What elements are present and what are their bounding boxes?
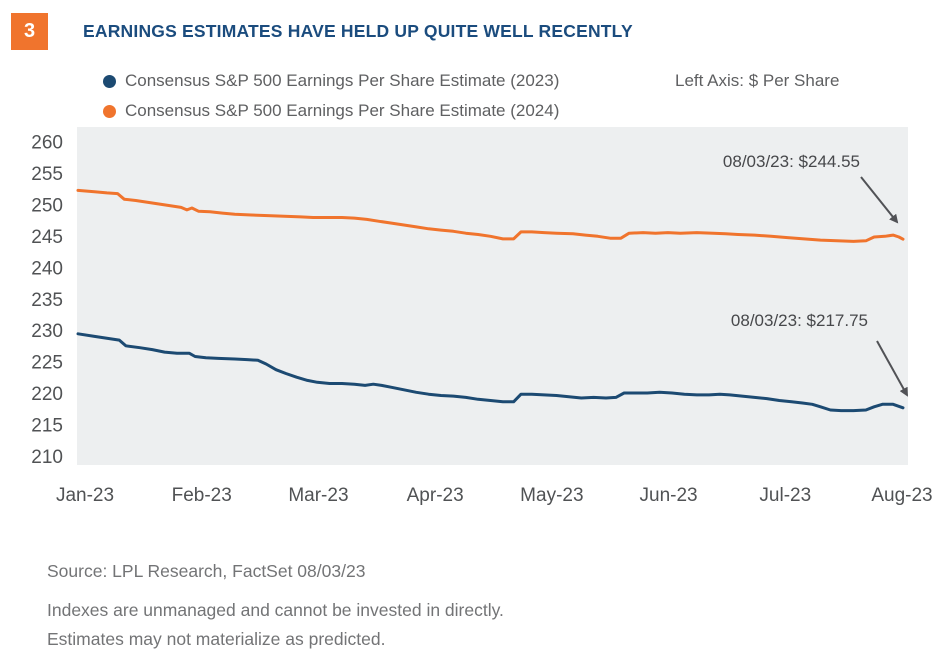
y-axis-tick-label: 235 [31, 290, 63, 311]
y-axis-tick-label: 215 [31, 416, 63, 437]
x-axis-tick-label: Apr-23 [407, 485, 464, 506]
y-axis-tick-label: 220 [31, 384, 63, 405]
x-axis-tick-label: Jul-23 [759, 485, 811, 506]
annotation-2023-endpoint: 08/03/23: $217.75 [730, 311, 868, 330]
x-axis-tick-label: Feb-23 [172, 485, 232, 506]
y-axis-tick-label: 245 [31, 227, 63, 248]
x-axis-tick-label: Jan-23 [56, 485, 114, 506]
annotation-arrow-2023 [876, 340, 908, 397]
chart-title: EARNINGS ESTIMATES HAVE HELD UP QUITE WE… [83, 21, 633, 41]
annotation-2024-endpoint: 08/03/23: $244.55 [722, 152, 860, 171]
legend-label-2024: Consensus S&P 500 Earnings Per Share Est… [125, 101, 560, 120]
y-axis-tick-label: 225 [31, 353, 63, 374]
y-axis-tick-label: 230 [31, 321, 63, 342]
figure-number-badge: 3 [11, 13, 48, 50]
x-axis-tick-label: Mar-23 [288, 485, 348, 506]
series-line-2024 [76, 188, 905, 243]
disclaimer-line-2: Estimates may not materialize as predict… [47, 629, 386, 649]
x-axis-tick-label: Jun-23 [640, 485, 698, 506]
legend-label-2023: Consensus S&P 500 Earnings Per Share Est… [125, 71, 560, 90]
legend-item-2024: Consensus S&P 500 Earnings Per Share Est… [103, 96, 559, 126]
legend-dot-orange-icon [103, 104, 116, 118]
y-axis-tick-label: 210 [31, 447, 63, 468]
legend-item-2023: Consensus S&P 500 Earnings Per Share Est… [103, 66, 559, 96]
x-axis-tick-label: Aug-23 [871, 485, 932, 506]
x-axis-tick-label: May-23 [520, 485, 583, 506]
line-chart: 260 255 250 245 240 235 230 225 220 215 210 Jan-23 F… [0, 118, 940, 538]
y-axis-tick-label: 250 [31, 195, 63, 216]
chart-legend: Consensus S&P 500 Earnings Per Share Est… [103, 66, 559, 126]
source-line: Source: LPL Research, FactSet 08/03/23 [47, 561, 366, 581]
disclaimer-text: Indexes are unmanaged and cannot be inve… [47, 596, 504, 654]
y-axis-tick-label: 240 [31, 258, 63, 279]
plot-area [77, 127, 908, 465]
left-axis-note: Left Axis: $ Per Share [675, 71, 840, 90]
legend-dot-navy-icon [103, 74, 116, 88]
chart-canvas: 260 255 250 245 240 235 230 225 220 215 210 Jan-23 F… [31, 127, 933, 506]
y-axis-tick-label: 260 [31, 133, 63, 154]
annotation-arrow-2024 [860, 176, 899, 224]
disclaimer-line-1: Indexes are unmanaged and cannot be inve… [47, 600, 504, 620]
y-axis-tick-label: 255 [31, 164, 63, 185]
series-line-2023 [76, 332, 905, 413]
